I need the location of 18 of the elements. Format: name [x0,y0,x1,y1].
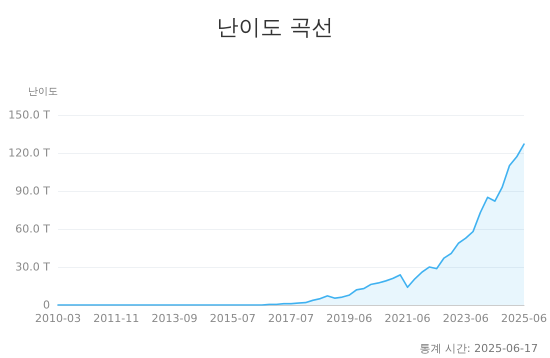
x-tick-label: 2015-07 [210,312,256,325]
x-tick-label: 2021-06 [384,312,430,325]
y-tick-label: 30.0 T [15,260,50,274]
chart-title: 난이도 곡선 [216,16,334,40]
y-tick-label: 150.0 T [8,108,50,122]
x-tick-label: 2010-03 [35,312,81,325]
y-axis-title: 난이도 [28,86,58,98]
y-tick-label: 0 [43,298,50,312]
y-tick-label: 90.0 T [15,184,50,198]
x-tick-label: 2023-06 [442,312,489,325]
text: 통계 시간: 2025-06-17 [419,342,538,355]
x-tick-label: 2013-09 [152,312,198,325]
x-tick-label: 2017-07 [268,312,314,325]
x-tick-label: 2025-06 [501,312,548,325]
x-tick-label: 2011-11 [93,312,140,325]
x-tick-label: 2019-06 [326,312,372,325]
y-tick-label: 120.0 T [8,146,50,160]
y-tick-label: 60.0 T [15,222,50,236]
